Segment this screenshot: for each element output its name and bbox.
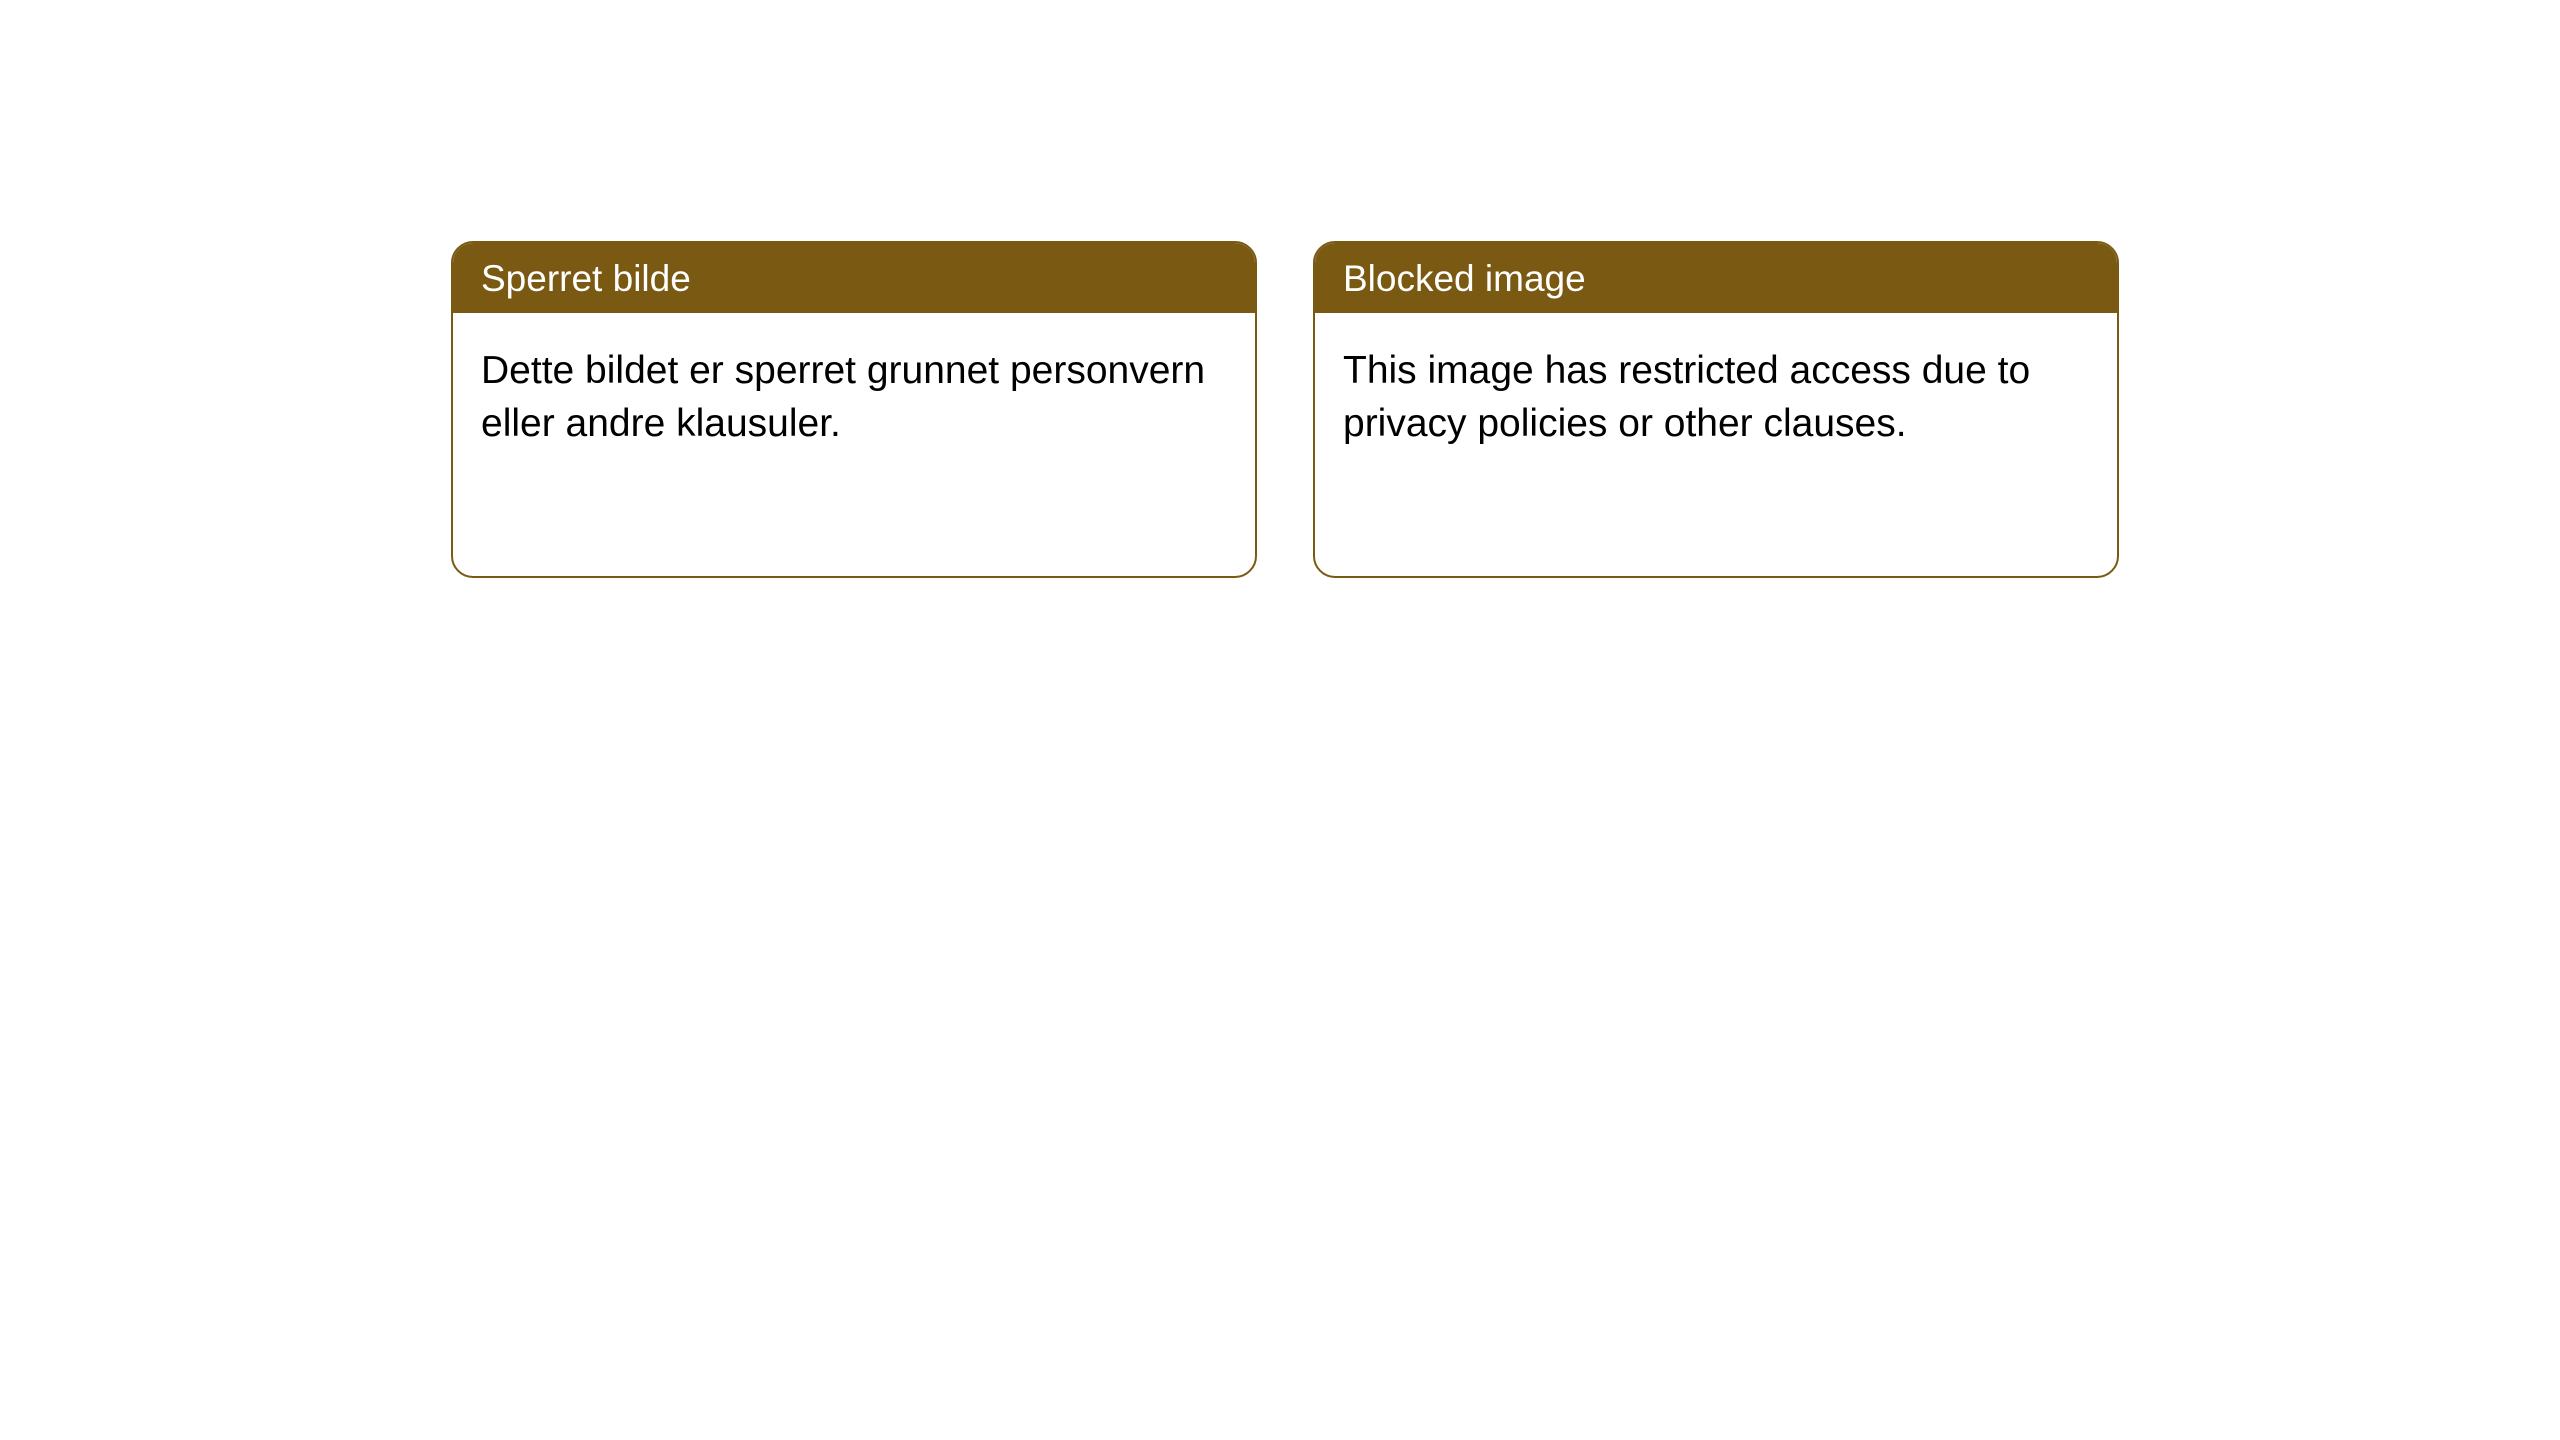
card-body: Dette bildet er sperret grunnet personve…	[453, 313, 1255, 482]
card-body-text: Dette bildet er sperret grunnet personve…	[481, 349, 1205, 445]
card-body: This image has restricted access due to …	[1315, 313, 2117, 482]
blocked-notice-card-norwegian: Sperret bilde Dette bildet er sperret gr…	[451, 241, 1257, 578]
card-header: Blocked image	[1315, 243, 2117, 313]
card-title: Sperret bilde	[481, 258, 691, 299]
notice-container: Sperret bilde Dette bildet er sperret gr…	[0, 0, 2560, 578]
card-body-text: This image has restricted access due to …	[1343, 349, 2030, 445]
blocked-notice-card-english: Blocked image This image has restricted …	[1313, 241, 2119, 578]
card-header: Sperret bilde	[453, 243, 1255, 313]
card-title: Blocked image	[1343, 258, 1586, 299]
